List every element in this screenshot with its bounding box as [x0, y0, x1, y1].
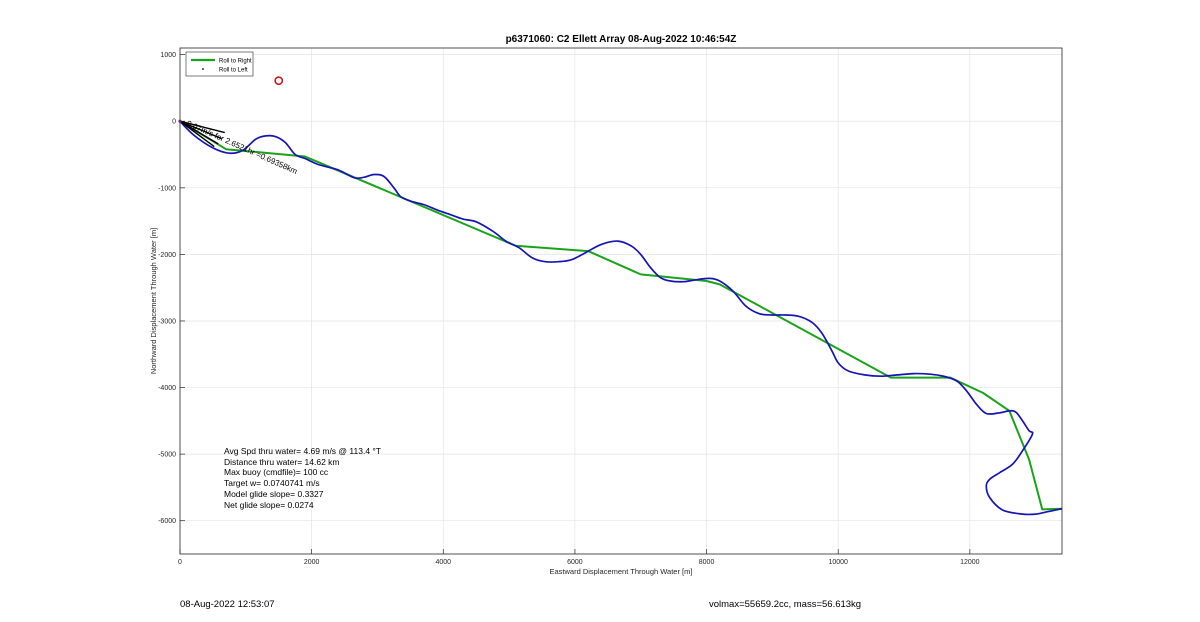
- legend-label-roll-right: Roll to Right: [219, 59, 252, 65]
- stat-target-w: Target w= 0.0740741 m/s: [224, 478, 320, 489]
- legend-swatch-roll-left: [202, 68, 204, 70]
- stat-net-glide-slope: Net glide slope= 0.0274: [224, 499, 314, 510]
- y-tick-label: -6000: [158, 518, 176, 525]
- tick-group: 0 2000 4000 6000 8000 10000 1200010000-1000-20…: [158, 52, 980, 566]
- y-tick-label: 0: [172, 119, 176, 126]
- current-vector-line: [179, 120, 225, 134]
- x-tick-label: 8000: [699, 559, 715, 566]
- y-tick-label: -1000: [158, 185, 176, 192]
- stat-model-glide-slope: Model glide slope= 0.3327: [224, 488, 324, 499]
- roll-right-line: [179, 120, 1063, 511]
- stat-avg-speed: Avg Spd thru water= 4.69 m/s @ 113.4 °T: [224, 446, 382, 456]
- x-tick-label: 6000: [567, 559, 583, 566]
- stats-block: Avg Spd thru water= 4.69 m/s @ 113.4 °T …: [224, 446, 381, 510]
- x-tick-label: 4000: [435, 559, 451, 566]
- trajectory-line: [179, 120, 1063, 516]
- stat-max-buoy: Max buoy (cmdfile)= 100 cc: [224, 467, 329, 478]
- plot-area: [180, 48, 1062, 554]
- footer-volmax: volmax=55659.2cc, mass=56.613kg: [709, 599, 862, 610]
- current-vector-line: [179, 120, 215, 148]
- y-tick-label: -2000: [158, 252, 176, 259]
- legend-label-roll-left: Roll to Left: [219, 68, 248, 74]
- x-tick-label: 12000: [960, 559, 980, 566]
- grid: [179, 48, 1062, 554]
- x-tick-label: 10000: [828, 559, 848, 566]
- series-group: [178, 76, 1063, 516]
- x-axis-label: Eastward Displacement Through Water [m]: [550, 567, 693, 576]
- y-tick-label: 1000: [160, 52, 176, 59]
- x-tick-label: 2000: [304, 559, 320, 566]
- y-tick-label: -4000: [158, 385, 176, 392]
- footer-timestamp: 08-Aug-2022 12:53:07: [180, 599, 275, 610]
- x-tick-label: 0: [178, 559, 182, 566]
- stat-distance: Distance thru water= 14.62 km: [224, 456, 340, 467]
- y-tick-label: -3000: [158, 318, 176, 325]
- plot-frame: [179, 47, 1063, 555]
- legend: Roll to Right Roll to Left: [185, 51, 254, 77]
- y-tick-label: -5000: [158, 452, 176, 459]
- chart-title: p6371060: C2 Ellett Array 08-Aug-2022 10…: [506, 34, 737, 45]
- current-vector-line: [179, 120, 219, 145]
- legend-box: [185, 51, 254, 77]
- target-circle: [274, 76, 284, 85]
- y-axis-label: Northward Displacement Through Water [m]: [149, 228, 158, 374]
- current-vector-line: [179, 120, 222, 140]
